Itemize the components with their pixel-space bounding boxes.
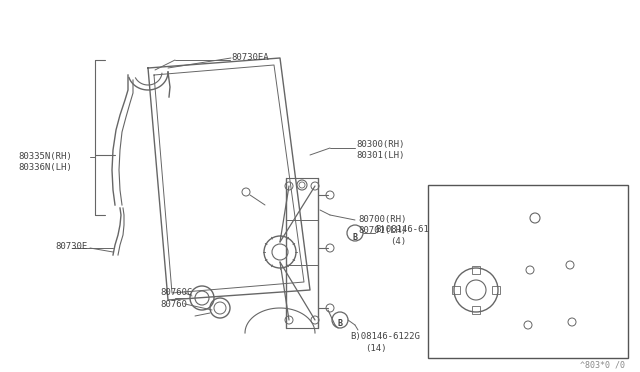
Text: (14): (14) xyxy=(365,344,387,353)
Text: 80701(LH): 80701(LH) xyxy=(358,226,406,235)
Text: 80700(RH): 80700(RH) xyxy=(358,215,406,224)
Text: 80300(RH): 80300(RH) xyxy=(356,140,404,149)
Bar xyxy=(472,306,480,314)
Text: 80301(LH): 80301(LH) xyxy=(356,151,404,160)
Text: 80731(LH): 80731(LH) xyxy=(435,336,480,345)
Text: 80701(LH): 80701(LH) xyxy=(565,224,610,233)
Text: 80760C: 80760C xyxy=(160,288,192,297)
Text: (4): (4) xyxy=(390,237,406,246)
Text: 80700(RH): 80700(RH) xyxy=(565,213,610,222)
Bar xyxy=(492,286,500,294)
Text: 80730(RH): 80730(RH) xyxy=(435,325,480,334)
Text: 80760: 80760 xyxy=(160,300,187,309)
Text: 80335N(RH): 80335N(RH) xyxy=(18,152,72,161)
Text: B: B xyxy=(337,320,342,328)
Text: B: B xyxy=(353,232,358,241)
Text: 80730E: 80730E xyxy=(55,242,87,251)
Text: B)08146-6122G: B)08146-6122G xyxy=(350,332,420,341)
Text: 80730EA: 80730EA xyxy=(231,53,269,62)
Bar xyxy=(452,286,460,294)
Text: 80336N(LH): 80336N(LH) xyxy=(18,163,72,172)
Bar xyxy=(428,185,628,358)
Bar xyxy=(472,266,480,274)
Text: B)08146-6122G: B)08146-6122G xyxy=(375,225,445,234)
Text: POWER WINDOW: POWER WINDOW xyxy=(435,192,506,202)
Text: ^803*0 /0: ^803*0 /0 xyxy=(580,360,625,369)
